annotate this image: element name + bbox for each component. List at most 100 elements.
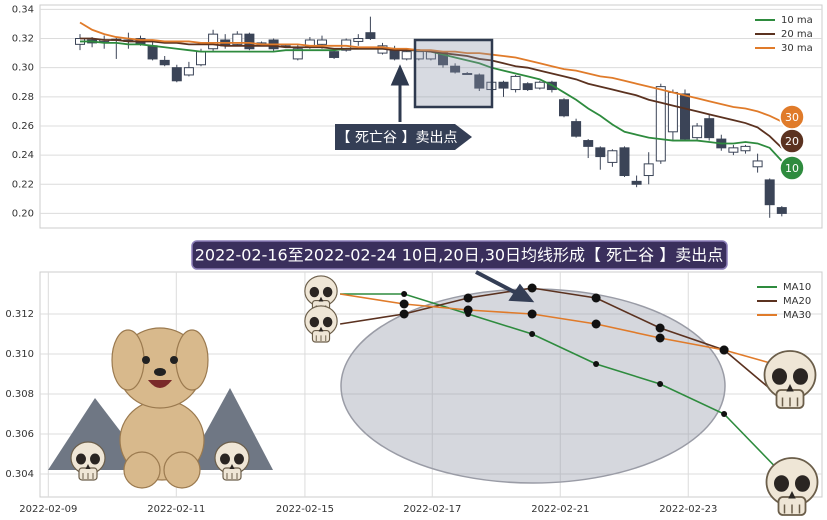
pointer-arrow [475,270,535,303]
candle-body [752,160,763,168]
ma-line [80,37,783,149]
candle-body [474,74,485,89]
candle-body [196,51,206,66]
candle-body [147,45,158,60]
y-tick-label: 0.30 [12,63,34,74]
annotation-text: 【 死亡谷 】卖出点 [337,130,458,146]
y-tick-label: 0.32 [12,34,34,45]
point [399,309,409,319]
dog-illustration [111,327,209,489]
point [401,291,408,297]
dog-part [111,329,145,391]
point [529,331,536,337]
point [591,293,601,303]
y-tick-label: 0.26 [12,121,34,132]
y-tick-label: 0.306 [5,429,34,440]
candle-body [619,147,630,177]
mountain [185,388,273,470]
dog-part [175,329,209,391]
candlestick-chart: 0.34 0.32 0.30 0.28 0.26 0.24 0.22 0.20 10 ma 20 … [12,4,823,229]
candle-body [680,93,690,140]
dog-eye [142,356,150,364]
end-badge [779,104,805,130]
candle-body [365,32,376,40]
candle-body [631,180,642,185]
chart-title: 2022-02-16至2022-02-24 10日,20日,30日均线形成【 死… [195,246,723,265]
dog-mouth [148,380,172,388]
legend-label: 20 ma [781,29,813,40]
candle-body [764,179,775,206]
line-chart: 0.304 0.306 0.308 0.310 0.312 2022-02-09 2022-… [5,271,823,515]
y-tick-label: 0.34 [12,4,34,15]
point [721,411,728,417]
candle-body [232,33,243,45]
candle-body [534,81,545,89]
candle-body [559,99,569,117]
ma-line [340,293,789,369]
candle-body [667,91,678,133]
candle-body [522,83,533,91]
candle-body [329,51,340,58]
candle-body [159,59,170,66]
point [463,305,473,315]
candle-body [655,86,666,162]
x-tick-label: 2022-02-23 [659,504,717,515]
candle-body [583,140,594,147]
candle-body [244,33,255,50]
dog-part [123,451,161,489]
point [655,333,665,343]
highlight-box [413,38,494,109]
candle-body [643,163,654,177]
end-badge [779,155,805,181]
y-tick-label: 0.308 [5,389,34,400]
y-tick-label: 0.20 [12,208,34,219]
legend-label: 30 ma [781,43,813,54]
dog-nose [154,368,166,376]
point [591,319,601,329]
candle-body [776,207,787,214]
dog-part [163,451,201,489]
candle-body [510,75,521,91]
candle-body [353,38,364,42]
y-tick-label: 0.310 [5,349,34,360]
candle-body [571,121,582,137]
point [399,299,409,309]
candle-body [171,67,182,82]
y-tick-label: 0.312 [5,309,34,320]
candle-body [498,81,509,89]
annotation-box [335,124,472,150]
point [655,323,665,333]
candle-body [704,118,715,139]
arrow-up [390,64,410,122]
ma-line [79,21,783,123]
point [463,293,473,303]
point [527,283,537,293]
end-badge-label: 20 [785,135,799,148]
candle-body [728,147,739,153]
candle-body [183,67,194,76]
ma-line [340,293,789,481]
dog-eye [170,356,178,364]
candle-body [208,33,219,50]
y-tick-label: 0.28 [12,92,34,103]
point [593,361,600,367]
point [719,345,729,355]
end-badge-label: 30 [785,111,799,124]
legend-label: MA20 [783,296,811,307]
x-tick-label: 2022-02-21 [531,504,589,515]
candle-body [450,65,461,73]
y-tick-label: 0.22 [12,179,34,190]
candle-body [401,51,412,60]
legend-label: MA30 [783,310,811,321]
x-tick-label: 2022-02-11 [147,504,205,515]
x-tick-label: 2022-02-17 [403,504,461,515]
legend-label: MA10 [783,282,811,293]
candle-body [462,73,473,76]
candle-body [740,145,751,152]
candle-body [607,150,618,163]
skull-icon [765,457,819,516]
title-banner [191,240,728,270]
ma-line [340,287,789,405]
candle-body [692,125,703,139]
